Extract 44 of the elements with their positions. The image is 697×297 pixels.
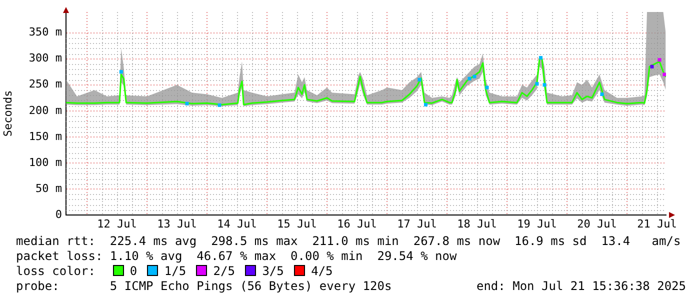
y-tick-label: 350 m <box>28 26 62 39</box>
legend-label: 3/5 <box>262 264 285 278</box>
point <box>485 86 489 90</box>
point <box>662 72 666 76</box>
y-tick-label: 100 m <box>28 156 62 169</box>
text: end: Mon Jul 21 15:36:38 2025 <box>476 279 686 294</box>
x-tick-label: 14 Jul <box>217 217 257 230</box>
y-tick-label: 200 m <box>28 104 62 117</box>
x-tick-label: 19 Jul <box>517 217 557 230</box>
point <box>535 82 539 86</box>
point <box>119 70 123 74</box>
y-tick-label: 150 m <box>28 130 62 143</box>
x-tick-label: 12 Jul <box>97 217 137 230</box>
x-tick-label: 21 Jul <box>637 217 677 230</box>
legend-label: 4/5 <box>311 264 334 278</box>
x-tick-label: 17 Jul <box>397 217 437 230</box>
y-tick-label: 0 <box>55 208 62 221</box>
point <box>658 58 662 62</box>
x-tick-label: 15 Jul <box>277 217 317 230</box>
point <box>418 78 422 82</box>
point <box>538 56 543 60</box>
point <box>650 64 654 68</box>
text: median rtt: 225.4 ms avg 298.5 ms max 211.0 ms min 267.8 ms now 16.9 ms sd 13.4 am/s <box>16 234 682 249</box>
x-tick-label: 20 Jul <box>577 217 617 230</box>
point <box>468 76 472 80</box>
y-axis-title: Seconds <box>1 90 14 137</box>
x-tick-label: 18 Jul <box>457 217 497 230</box>
point <box>600 92 604 96</box>
legend-title: loss color: <box>16 264 96 278</box>
y-tick-label: 300 m <box>28 52 62 65</box>
point <box>218 103 222 107</box>
y-tick-label: 50 m <box>36 182 62 195</box>
point <box>185 102 189 106</box>
point <box>424 102 428 106</box>
text: packet loss: 1.10 % avg 46.67 % max 0.00 % min 29.54 % now <box>16 249 458 264</box>
x-tick-label: 16 Jul <box>337 217 377 230</box>
point <box>542 83 546 87</box>
legend-label: 0 <box>130 264 138 278</box>
point <box>472 74 476 78</box>
legend-label: 2/5 <box>213 264 236 278</box>
y-tick-label: 250 m <box>28 78 62 91</box>
legend-label: 1/5 <box>164 264 188 278</box>
text: probe: 5 ICMP Echo Pings (56 Bytes) every 120s <box>16 279 392 294</box>
x-tick-label: 13 Jul <box>157 217 197 230</box>
